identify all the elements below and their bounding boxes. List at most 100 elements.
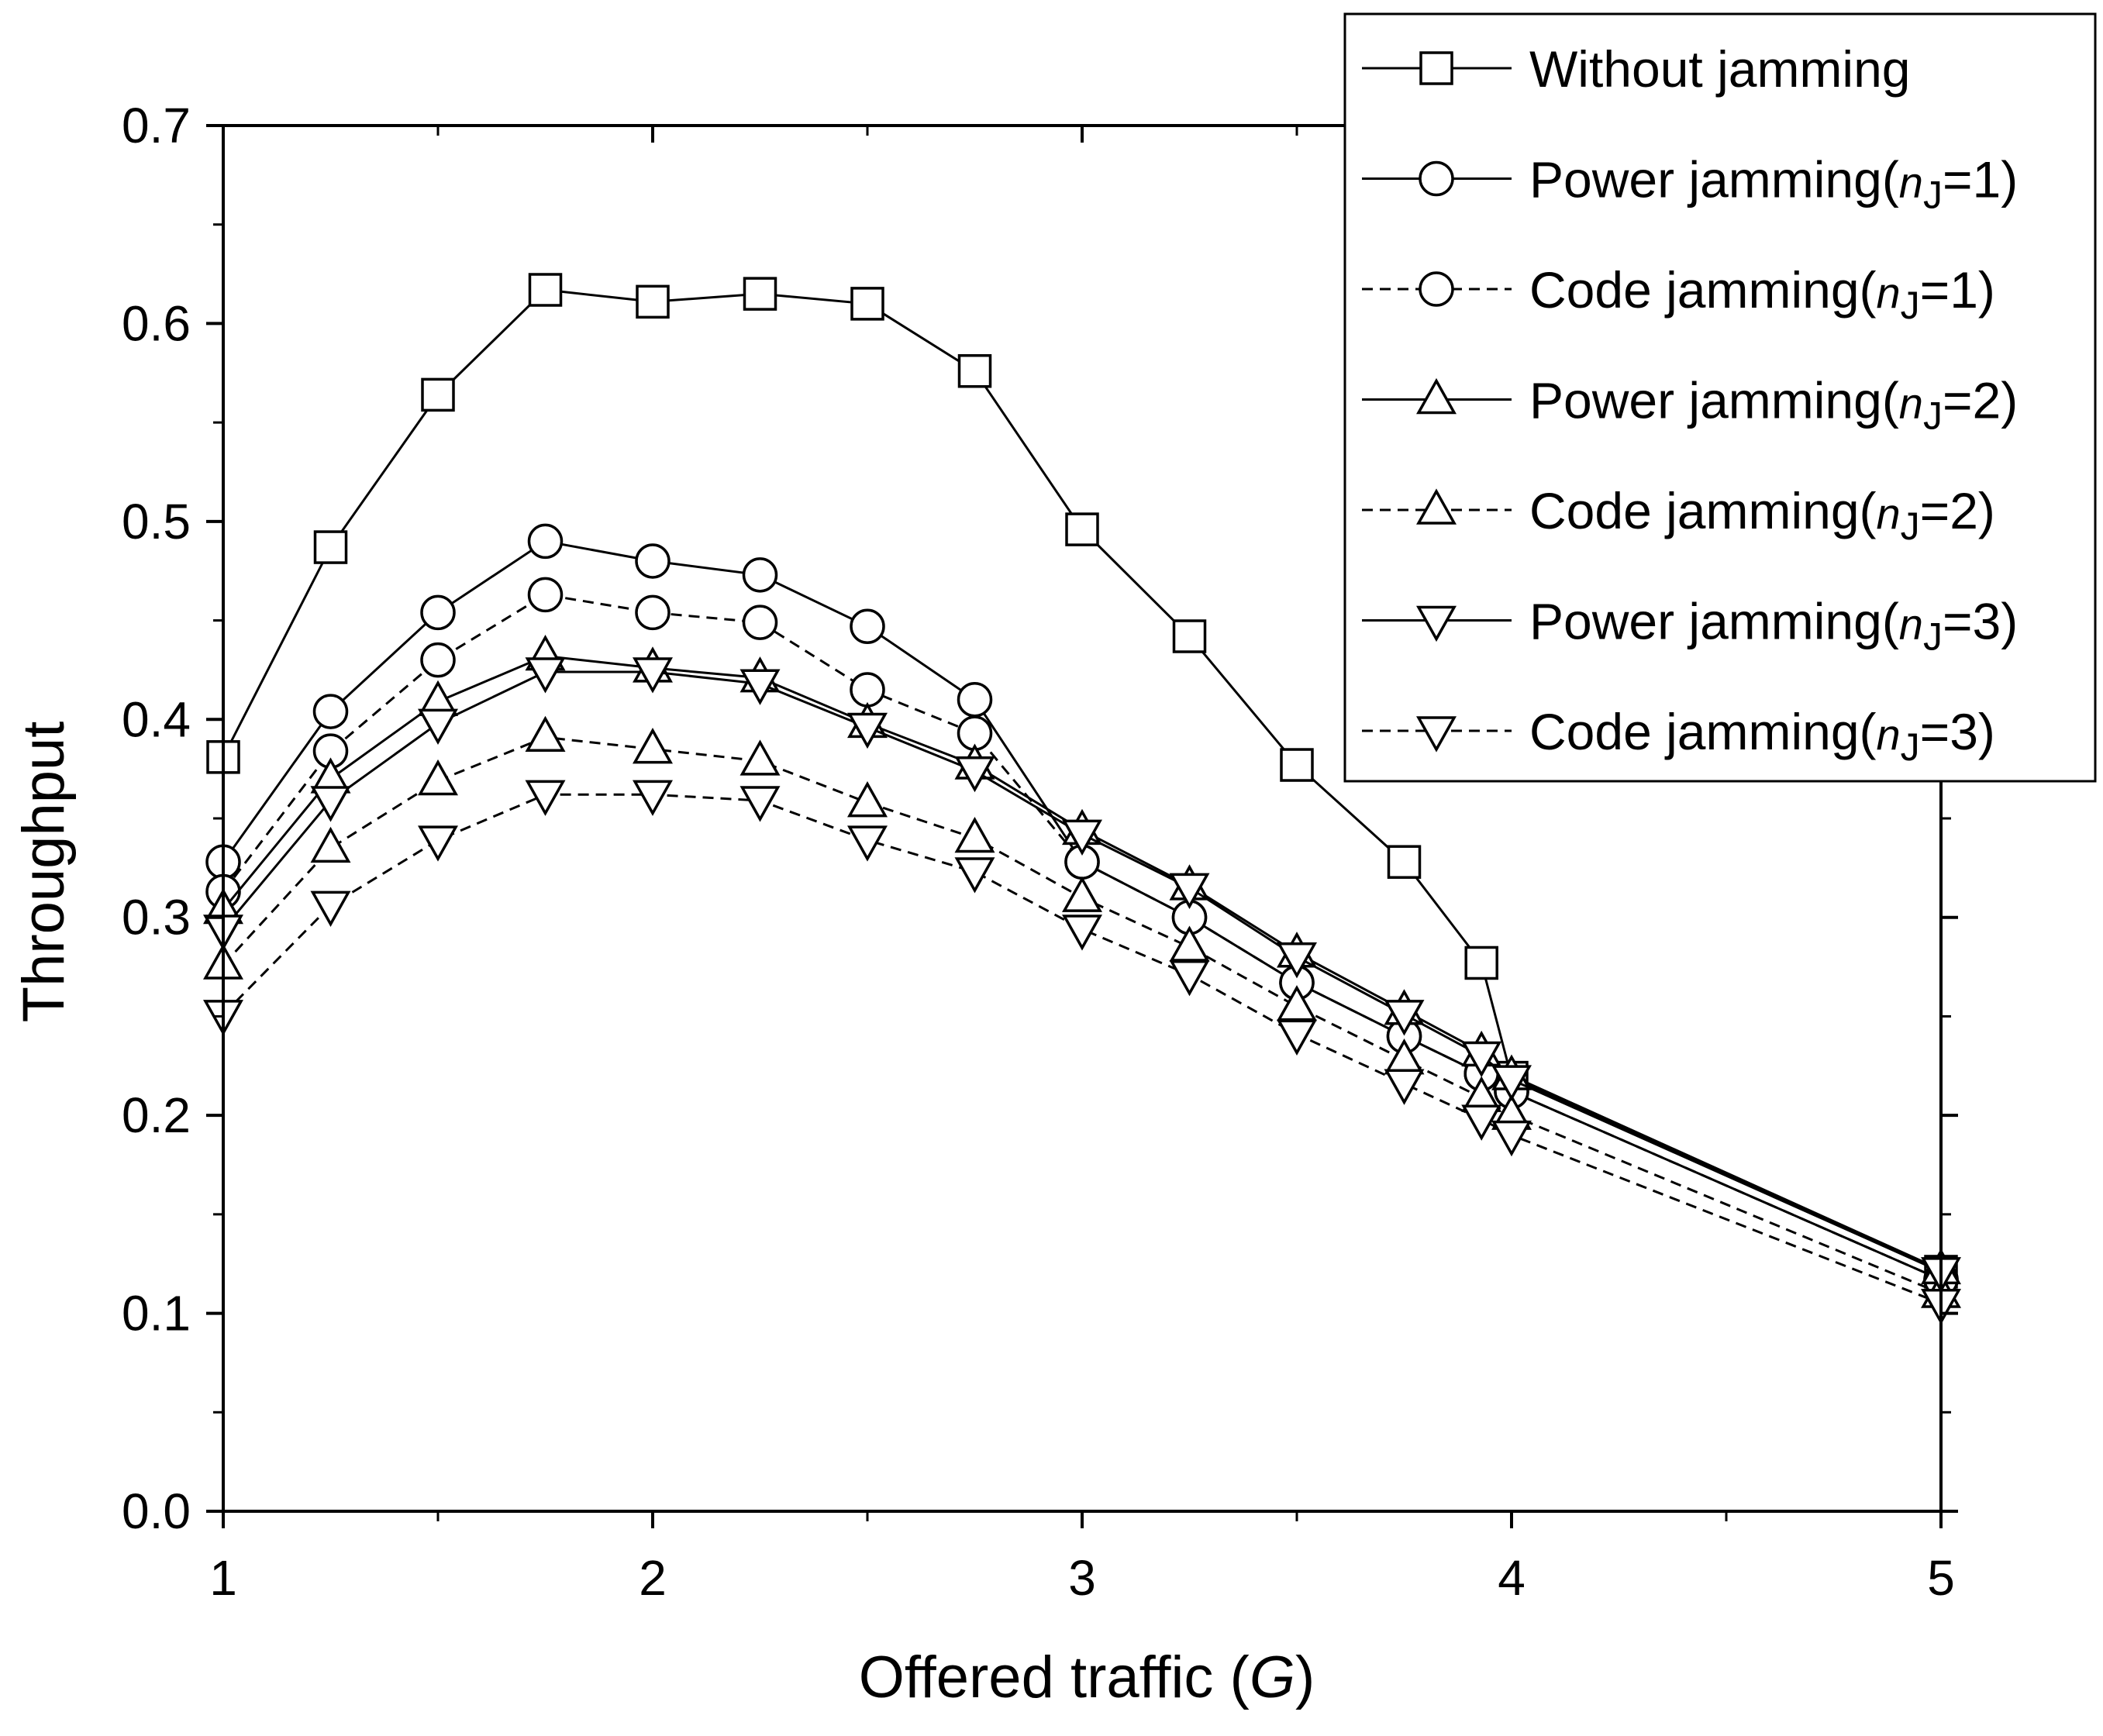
data-point: [1169, 925, 1210, 962]
data-point: [847, 712, 888, 749]
y-tick-label: 0.1: [122, 1286, 191, 1342]
data-point: [739, 739, 781, 776]
data-point: [850, 608, 885, 644]
data-point: [957, 353, 992, 388]
data-point: [954, 857, 995, 894]
legend-label: Power jamming(nJ=3): [1529, 593, 2018, 659]
data-point: [847, 780, 888, 818]
legend-label: Code jamming(nJ=3): [1529, 703, 1995, 769]
data-point: [1387, 845, 1422, 879]
legend-label-sub: J: [1901, 725, 1920, 769]
data-point: [954, 816, 995, 853]
legend-label-italic: n: [1877, 710, 1901, 759]
axes-layer: 1 2 3 4 5 0.0 0.1 0.2 0.3 0.4 0.5 0.6 0.7: [122, 98, 1958, 1606]
legend-label: Power jamming(nJ=1): [1529, 151, 2018, 217]
x-axis-title: Offered traffic (G): [859, 1645, 1315, 1710]
x-tick-label: 1: [209, 1550, 237, 1606]
legend-label-italic: n: [1899, 600, 1923, 649]
legend-marker: [1416, 605, 1457, 642]
data-point: [1277, 942, 1317, 979]
legend-box: [1343, 12, 2097, 783]
legend-label: Code jamming(nJ=2): [1529, 482, 1995, 548]
data-point: [310, 890, 351, 927]
data-point: [739, 669, 781, 705]
y-tick-label: 0.0: [122, 1483, 191, 1539]
legend-marker: [1419, 160, 1454, 197]
data-point: [418, 825, 458, 862]
legend-label-italic: n: [1877, 489, 1901, 538]
x-axis-title-italic: G: [1250, 1645, 1295, 1710]
data-point: [635, 543, 671, 579]
data-point: [1280, 748, 1314, 782]
data-point: [1062, 876, 1102, 912]
y-tick-label: 0.4: [122, 691, 191, 747]
data-point: [527, 577, 564, 613]
legend-label: Without jamming: [1529, 40, 1911, 98]
data-point: [636, 284, 670, 319]
legend-label-main: Code jamming(: [1529, 261, 1877, 319]
data-point: [633, 780, 673, 816]
data-point: [1464, 946, 1498, 980]
data-point: [418, 759, 458, 796]
data-point: [1172, 619, 1207, 653]
data-point: [742, 604, 778, 640]
data-point: [1384, 1069, 1425, 1105]
data-point: [1062, 819, 1102, 856]
legend-label-main: Power jamming(: [1529, 151, 1899, 208]
data-point: [847, 825, 888, 862]
data-point: [1491, 1065, 1532, 1101]
x-tick-label: 4: [1498, 1550, 1526, 1606]
data-point: [957, 681, 993, 718]
data-point: [739, 786, 781, 822]
legend-label: Code jamming(nJ=1): [1529, 261, 1995, 327]
legend-label-rest: =2): [1920, 482, 1995, 539]
x-tick-label: 3: [1068, 1550, 1096, 1606]
data-point: [527, 523, 564, 560]
data-point: [1461, 1041, 1502, 1078]
legend-label-sub: J: [1923, 394, 1943, 438]
data-point: [528, 273, 563, 307]
legend-label-rest: =2): [1943, 372, 2018, 429]
data-point: [743, 277, 777, 311]
data-point: [313, 530, 348, 564]
data-point: [1277, 1019, 1317, 1056]
legend-marker: [1416, 488, 1457, 525]
data-point: [420, 594, 456, 631]
legend-marker: [1419, 51, 1453, 85]
legend-label-italic: n: [1899, 379, 1923, 428]
series-2: [205, 577, 1959, 1297]
legend-label-sub: J: [1901, 284, 1920, 327]
data-point: [633, 657, 673, 694]
y-tick-label: 0.2: [122, 1087, 191, 1143]
data-point: [742, 557, 778, 593]
x-axis-title-close: ): [1295, 1645, 1315, 1710]
data-point: [525, 780, 566, 816]
data-point: [1491, 1120, 1532, 1157]
y-axis-title: Throughput: [11, 722, 77, 1023]
data-point: [635, 594, 671, 631]
legend-label-main: Power jamming(: [1529, 372, 1899, 429]
legend-label: Power jamming(nJ=2): [1529, 372, 2018, 438]
y-tick-label: 0.3: [122, 890, 191, 946]
legend-marker: [1416, 716, 1457, 753]
data-point: [850, 287, 884, 321]
y-tick-label: 0.7: [122, 98, 191, 153]
data-point: [633, 728, 673, 764]
legend-label-rest: =1): [1920, 261, 1995, 319]
legend-label-sub: J: [1923, 615, 1943, 659]
data-point: [954, 756, 995, 793]
legend-label-rest: =1): [1943, 151, 2018, 208]
legend-label-main: Power jamming(: [1529, 593, 1899, 650]
data-point: [1384, 1000, 1425, 1036]
series-line: [222, 593, 1942, 1281]
data-point: [421, 377, 455, 412]
legend-label-main: Without jamming: [1529, 40, 1911, 98]
data-point: [525, 715, 566, 753]
data-point: [1461, 1104, 1502, 1141]
x-tick-label: 2: [639, 1550, 667, 1606]
data-point: [1065, 512, 1099, 546]
y-tick-label: 0.6: [122, 295, 191, 351]
legend-label-rest: =3): [1943, 593, 2018, 650]
